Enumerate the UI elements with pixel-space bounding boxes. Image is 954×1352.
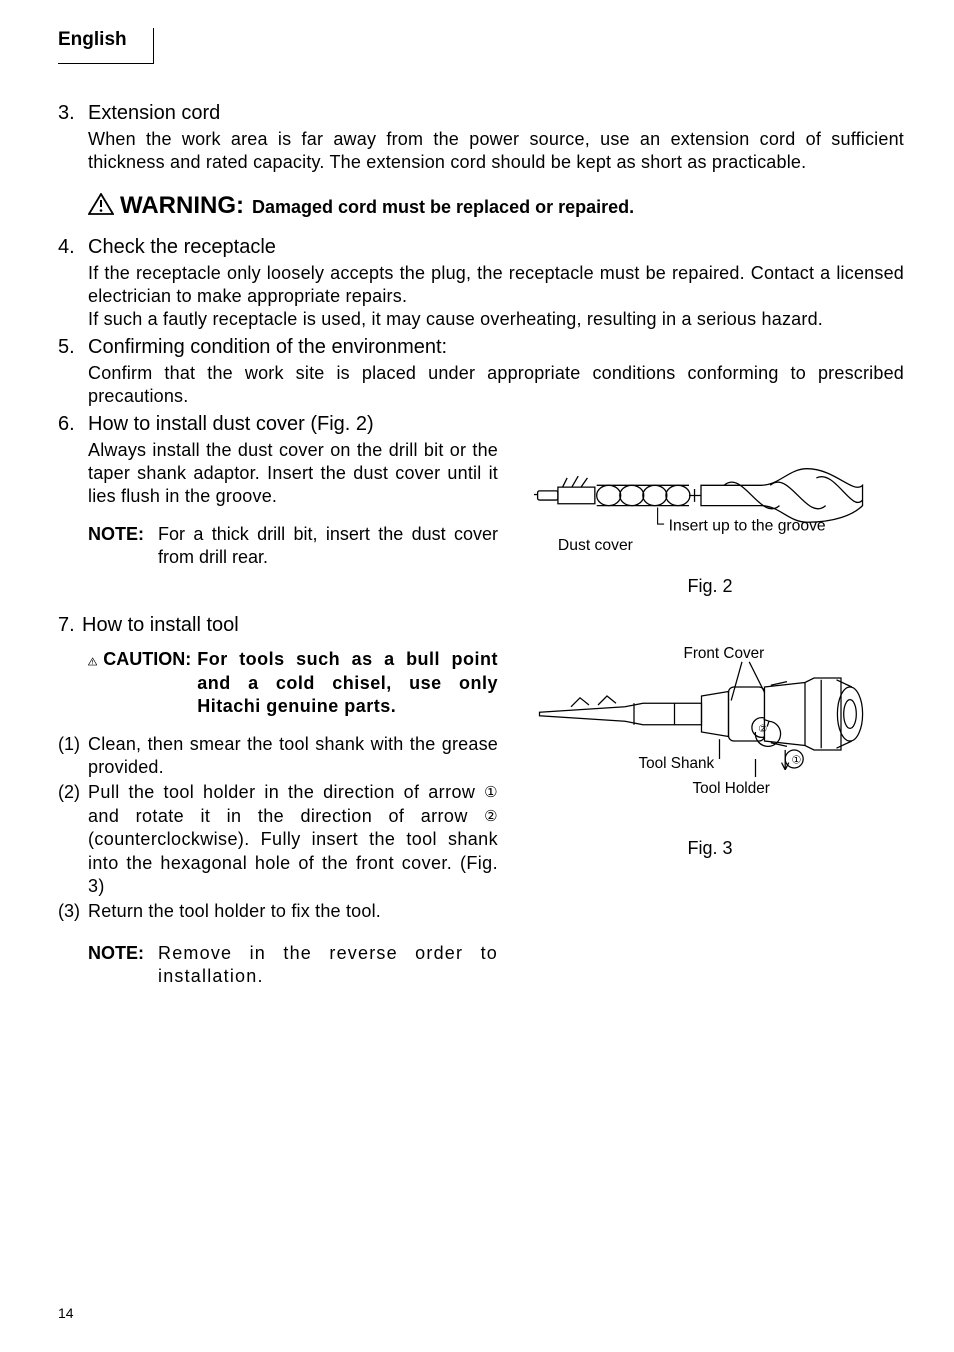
item-title: Confirming condition of the environment: [88, 334, 904, 360]
figure-3: Front Cover [516, 642, 904, 860]
fig3-label-shank: Tool Shank [639, 755, 715, 772]
item-body: If the receptacle only loosely accepts t… [88, 262, 904, 309]
warning-label: WARNING: [120, 190, 244, 221]
item-number: 3. [58, 100, 88, 175]
fig3-label-front: Front Cover [684, 646, 765, 663]
item-title: How to install dust cover (Fig. 2) [88, 411, 498, 437]
fig3-caption: Fig. 3 [516, 837, 904, 860]
caution-text: For tools such as a bull point and a col… [197, 648, 498, 718]
item-title: Extension cord [88, 100, 904, 126]
figure-2: Insert up to the groove Dust cover Fig. … [516, 441, 904, 599]
step-2: (2) Pull the tool holder in the directio… [58, 781, 498, 898]
fig2-label-dust: Dust cover [558, 537, 633, 554]
item-number: 5. [58, 334, 88, 409]
warning-icon [88, 193, 114, 215]
step-3: (3) Return the tool holder to fix the to… [58, 900, 498, 923]
item-title: How to install tool [82, 612, 498, 638]
item-number: 6. [58, 411, 88, 509]
step-1: (1) Clean, then smear the tool shank wit… [58, 733, 498, 780]
page-number: 14 [58, 1304, 74, 1322]
fig3-drawing: Front Cover [516, 642, 896, 822]
warning-block: WARNING: Damaged cord must be replaced o… [88, 190, 904, 221]
fig2-caption: Fig. 2 [516, 575, 904, 598]
fig2-drawing: Insert up to the groove Dust cover [516, 441, 886, 561]
step-number: (2) [58, 781, 88, 898]
note-label: NOTE: [88, 523, 158, 570]
item-number: 4. [58, 234, 88, 332]
step-number: (3) [58, 900, 88, 923]
item-number: 7. [58, 612, 82, 640]
item-title: Check the receptacle [88, 234, 904, 260]
warning-text: Damaged cord must be replaced or repaire… [252, 196, 634, 219]
item-body: When the work area is far away from the … [88, 128, 904, 175]
item-body: Confirm that the work site is placed und… [88, 362, 904, 409]
header: English [58, 28, 904, 64]
item-body: If such a fautly receptacle is used, it … [88, 308, 904, 331]
note-label: NOTE: [88, 942, 158, 989]
language-tab: English [58, 28, 154, 64]
svg-text:①: ① [792, 755, 802, 767]
step-body: Clean, then smear the tool shank with th… [88, 733, 498, 780]
item-body: Always install the dust cover on the dri… [88, 439, 498, 509]
step-number: (1) [58, 733, 88, 780]
step-body: Return the tool holder to fix the tool. [88, 900, 498, 923]
caution-block: CAUTION: For tools such as a bull point … [88, 648, 498, 718]
item-5: 5. Confirming condition of the environme… [58, 334, 904, 409]
note-body: Remove in the reverse order to installat… [158, 942, 498, 989]
item-6-row: 6. How to install dust cover (Fig. 2) Al… [58, 411, 904, 599]
fig3-label-holder: Tool Holder [693, 781, 770, 798]
note-block: NOTE: For a thick drill bit, insert the … [88, 523, 498, 570]
fig2-label-insert: Insert up to the groove [669, 517, 826, 534]
step-body: Pull the tool holder in the direction of… [88, 781, 498, 898]
item-3: 3. Extension cord When the work area is … [58, 100, 904, 175]
caution-label: CAUTION: [103, 648, 191, 671]
note-body: For a thick drill bit, insert the dust c… [158, 523, 498, 570]
item-7-row: 7. How to install tool CAUTION: For tool… [58, 612, 904, 988]
caution-icon [88, 652, 97, 671]
note-block-2: NOTE: Remove in the reverse order to ins… [88, 942, 498, 989]
svg-text:②: ② [758, 724, 767, 735]
item-4: 4. Check the receptacle If the receptacl… [58, 234, 904, 332]
